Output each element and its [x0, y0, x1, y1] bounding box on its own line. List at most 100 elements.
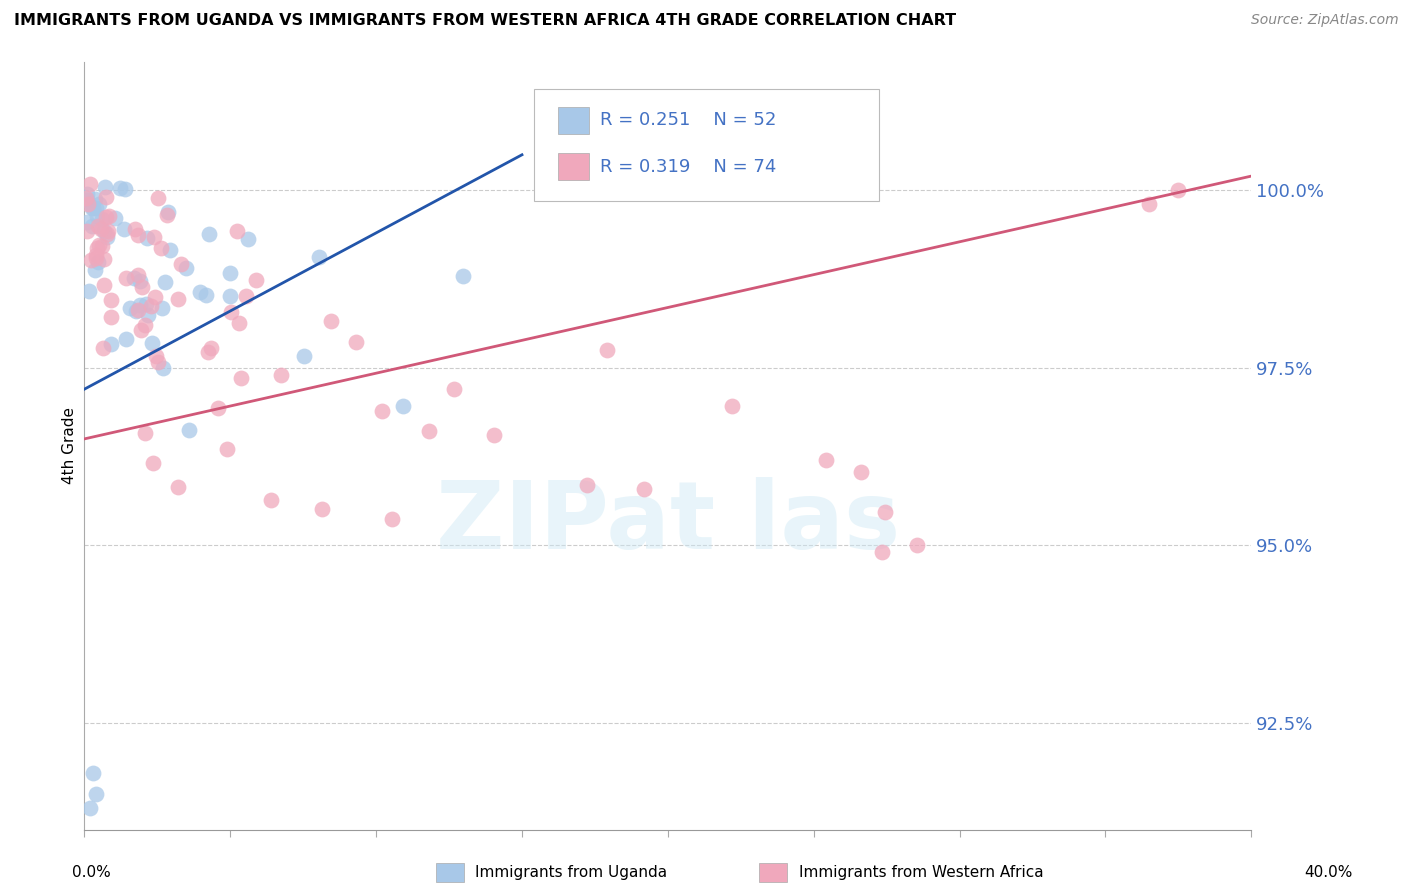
Point [127, 303, 149, 318]
Point [221, 305, 243, 319]
Point [166, 480, 188, 494]
Point [170, 257, 193, 271]
Point [86, 241, 108, 255]
Point [129, 298, 152, 312]
Point [93, 252, 115, 266]
Point [96, 230, 118, 244]
Point [127, 228, 149, 243]
Point [179, 423, 201, 437]
Point [94, 180, 117, 194]
Point [135, 297, 157, 311]
Point [82, 765, 104, 780]
Point [83, 263, 105, 277]
Point [381, 512, 404, 526]
Point [245, 273, 267, 287]
Point [124, 271, 146, 285]
Point [91, 341, 114, 355]
Point [217, 442, 239, 456]
Point [443, 382, 465, 396]
Point [136, 308, 159, 322]
Point [100, 336, 122, 351]
Point [103, 211, 125, 225]
Point [91, 239, 114, 253]
Point [321, 314, 343, 328]
Point [174, 261, 197, 276]
Point [97, 209, 120, 223]
Point [149, 241, 172, 255]
Point [156, 205, 179, 219]
Point [112, 222, 135, 236]
Point [198, 227, 221, 241]
Text: R = 0.319    N = 74: R = 0.319 N = 74 [600, 158, 776, 176]
Text: Immigrants from Uganda: Immigrants from Uganda [475, 865, 668, 880]
Point [93, 224, 115, 238]
Point [86, 209, 108, 223]
Point [371, 404, 394, 418]
Point [484, 428, 506, 442]
Point [100, 293, 122, 307]
Point [815, 453, 838, 467]
Point [270, 368, 292, 383]
Point [84, 201, 107, 215]
Point [97, 223, 120, 237]
Point [311, 502, 333, 516]
Point [143, 290, 166, 304]
Point [197, 344, 219, 359]
Point [575, 478, 598, 492]
Point [129, 323, 152, 337]
Point [595, 343, 617, 358]
Point [82, 201, 104, 215]
Point [94, 210, 117, 224]
Point [124, 222, 146, 236]
Text: 40.0%: 40.0% [1305, 865, 1353, 880]
Point [76, 215, 98, 229]
Point [156, 208, 179, 222]
Point [100, 310, 122, 324]
Point [344, 335, 367, 350]
Point [84, 251, 107, 265]
Point [720, 399, 742, 413]
Point [142, 230, 165, 244]
Point [153, 276, 176, 290]
Point [75, 192, 97, 206]
Point [188, 285, 211, 299]
Point [142, 456, 165, 470]
Point [108, 181, 131, 195]
Point [150, 301, 173, 315]
Point [225, 224, 247, 238]
Point [90, 222, 112, 236]
Point [115, 332, 138, 346]
Point [231, 370, 253, 384]
Text: R = 0.251    N = 52: R = 0.251 N = 52 [600, 112, 776, 129]
Point [905, 537, 928, 551]
Point [145, 350, 167, 364]
Text: Immigrants from Western Africa: Immigrants from Western Africa [799, 865, 1043, 880]
Point [294, 349, 316, 363]
Point [134, 318, 156, 332]
Text: 0.0%: 0.0% [72, 865, 111, 880]
Point [451, 269, 474, 284]
Point [90, 212, 112, 227]
Point [218, 289, 240, 303]
Point [875, 505, 897, 519]
Text: Source: ZipAtlas.com: Source: ZipAtlas.com [1251, 13, 1399, 28]
Point [141, 335, 163, 350]
Point [148, 191, 170, 205]
Text: IMMIGRANTS FROM UGANDA VS IMMIGRANTS FROM WESTERN AFRICA 4TH GRADE CORRELATION C: IMMIGRANTS FROM UGANDA VS IMMIGRANTS FRO… [14, 13, 956, 29]
Point [167, 292, 190, 306]
Point [84, 192, 107, 206]
Point [79, 177, 101, 191]
Point [125, 303, 148, 318]
Point [195, 288, 218, 302]
Point [136, 231, 159, 245]
Point [870, 545, 893, 559]
Point [1167, 183, 1189, 197]
Point [134, 426, 156, 441]
Point [115, 271, 138, 285]
Point [219, 266, 242, 280]
Point [80, 201, 103, 215]
Point [76, 197, 98, 211]
Point [93, 277, 115, 292]
Point [96, 227, 118, 242]
Text: ZIPat las: ZIPat las [436, 476, 900, 569]
